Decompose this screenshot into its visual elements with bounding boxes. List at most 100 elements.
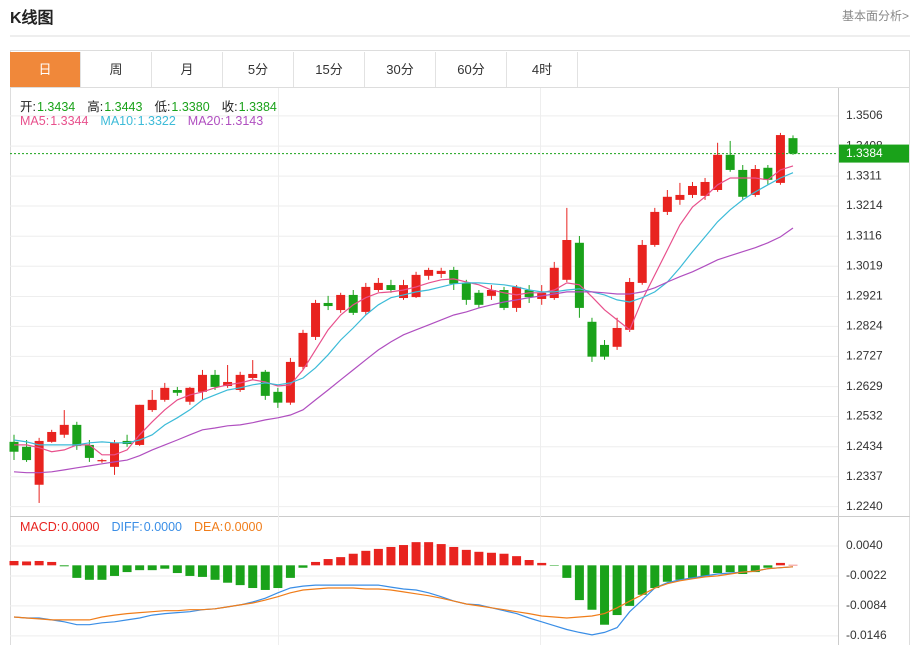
legend-value: 1.3322 (137, 114, 176, 128)
macd-bar (512, 556, 522, 566)
tab[interactable]: 周 (81, 52, 152, 87)
macd-bar (336, 557, 346, 566)
legend-value: 0.0000 (224, 520, 263, 534)
candle-body (700, 181, 710, 196)
legend-name: MA5: (20, 114, 50, 128)
macd-bar (612, 565, 622, 616)
candle-body (210, 374, 220, 387)
ma-legend: MA5:1.3344 MA10:1.3322 MA20:1.3143 (20, 114, 275, 128)
candle-body (474, 292, 484, 305)
macd-bar (248, 565, 258, 589)
candle-body (9, 441, 19, 452)
candle-body (788, 138, 798, 154)
macd-line (13, 566, 794, 636)
macd-bar (713, 565, 723, 574)
macd-bar (197, 565, 207, 577)
macd-bar (763, 565, 773, 568)
y-tick-label: 1.2532 (846, 409, 883, 423)
candle-body (499, 290, 509, 308)
macd-bar (775, 562, 785, 566)
tab[interactable]: 15分 (294, 52, 365, 87)
macd-bar (122, 565, 132, 573)
candle-body (449, 269, 459, 284)
candle-body (461, 282, 471, 300)
candle-body (637, 244, 647, 283)
candle-body (298, 332, 308, 367)
info-label: 收: (221, 100, 238, 114)
macd-bar (22, 561, 32, 566)
candle-body (524, 290, 534, 298)
macd-bar (135, 565, 145, 571)
macd-bar (474, 551, 484, 566)
macd-bar (574, 565, 584, 601)
info-label: 高: (87, 100, 104, 114)
legend-name: DEA: (194, 520, 224, 534)
candle-body (361, 286, 371, 312)
y-tick-label: 1.2824 (846, 319, 883, 333)
macd-bar (738, 565, 748, 575)
macd-bar (361, 550, 371, 566)
candle-body (763, 167, 773, 180)
candle-body (549, 267, 559, 299)
macd-bar (549, 565, 559, 566)
macd-bar (700, 565, 710, 576)
candle-body (223, 381, 233, 386)
macd-bar (687, 565, 697, 578)
macd-bar (34, 560, 44, 566)
candle-body (574, 242, 584, 308)
page-title: K线图 (10, 10, 54, 27)
legend-name: MA20: (187, 114, 224, 128)
candle-body (59, 424, 69, 435)
macd-bar (273, 565, 283, 589)
macd-bar (59, 565, 69, 567)
candle-body (662, 196, 672, 212)
info-value: 1.3380 (171, 100, 210, 114)
candle-body (675, 194, 685, 200)
macd-bar (235, 565, 245, 586)
period-tabs: 日 周 月 5分 15分 30分 60分 4时 (10, 52, 910, 88)
chart-frame (10, 50, 910, 645)
legend-name: MACD: (20, 520, 61, 534)
tab[interactable]: 4时 (507, 52, 578, 87)
macd-bar (323, 559, 333, 566)
candle-body (587, 321, 597, 357)
macd-bar (562, 565, 572, 578)
y-tick-label: -0.0146 (846, 628, 887, 642)
legend-value: 1.3143 (224, 114, 264, 128)
macd-bar (436, 544, 446, 566)
macd-bar (84, 565, 94, 580)
tab[interactable]: 30分 (365, 52, 436, 87)
macd-bar (537, 562, 547, 566)
tab[interactable]: 60分 (436, 52, 507, 87)
tab[interactable]: 月 (152, 52, 223, 87)
fundamental-link[interactable]: 基本面分析> (841, 9, 909, 23)
legend-value: 0.0000 (61, 520, 100, 534)
candle-body (713, 154, 723, 190)
candle-body (411, 274, 421, 298)
info-value: 1.3443 (104, 100, 143, 114)
candle-body (135, 404, 145, 445)
macd-bar (147, 565, 157, 571)
macd-bar (47, 561, 57, 566)
candle-body (72, 424, 82, 446)
last-price-box (839, 144, 909, 163)
candle-body (738, 169, 748, 197)
last-price-label: 1.3384 (846, 146, 883, 160)
macd-bar (285, 565, 295, 578)
candle-body (311, 302, 321, 337)
y-tick-label: 1.2240 (846, 499, 883, 513)
tab[interactable]: 5分 (223, 52, 294, 87)
candle-body (650, 211, 660, 245)
candle-body (625, 281, 635, 330)
candle-body (160, 387, 170, 400)
macd-bar (97, 565, 107, 580)
tab[interactable]: 日 (10, 52, 81, 87)
macd-bar (172, 565, 182, 574)
info-value: 1.3384 (238, 100, 277, 114)
macd-bar (298, 565, 308, 568)
macd-bar (260, 565, 270, 590)
candle-body (399, 285, 408, 299)
macd-bar (788, 564, 798, 566)
candle-body (386, 285, 396, 290)
